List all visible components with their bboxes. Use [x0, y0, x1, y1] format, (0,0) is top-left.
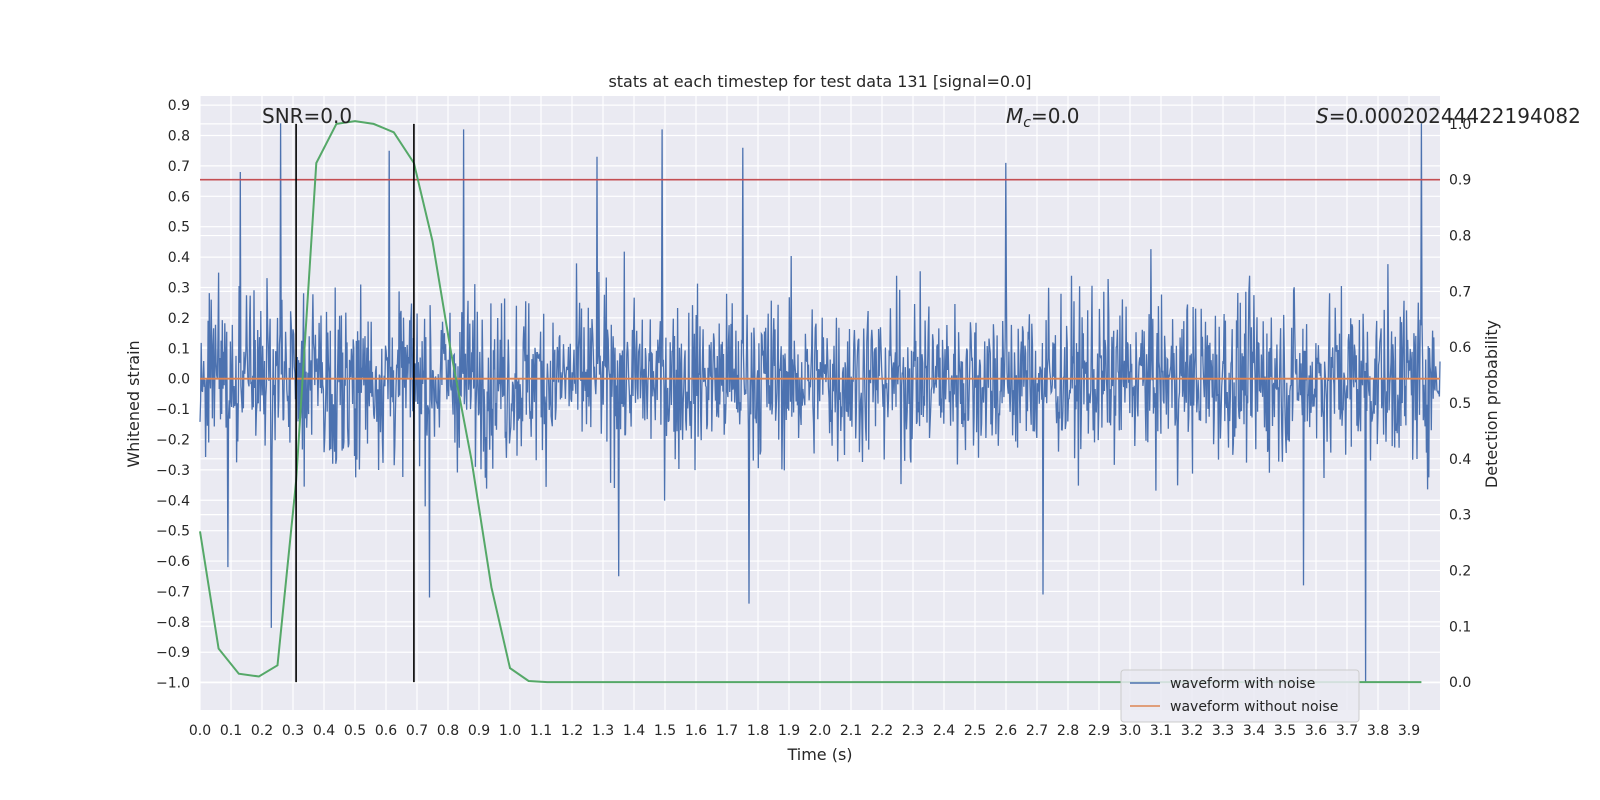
x-tick-label: 1.2 [561, 723, 583, 739]
annotation-s-symbol: S [1316, 104, 1329, 128]
x-tick-label: 1.5 [654, 723, 676, 739]
x-tick-label: 2.0 [809, 723, 831, 739]
x-axis-label: Time (s) [786, 745, 852, 764]
x-tick-label: 1.6 [685, 723, 707, 739]
x-tick-label: 1.0 [499, 723, 521, 739]
y2-tick-label: 0.5 [1449, 396, 1471, 412]
y2-tick-label: 0.7 [1449, 284, 1471, 300]
y2-tick-label: 0.6 [1449, 340, 1471, 356]
x-tick-label: 0.3 [282, 723, 304, 739]
x-tick-label: 3.6 [1305, 723, 1327, 739]
x-tick-label: 2.8 [1057, 723, 1079, 739]
x-axis-ticks: 0.0 0.1 0.2 0.3 0.4 0.5 0.6 0.7 0.8 0.9 1.0 1.1 1.2 1… [189, 723, 1420, 739]
line-detection-probability [199, 120, 1422, 684]
x-tick-label: 3.7 [1336, 723, 1358, 739]
x-tick-label: 2.1 [840, 723, 862, 739]
x-tick-label: 3.5 [1274, 723, 1296, 739]
x-tick-label: 3.0 [1119, 723, 1141, 739]
y2-axis-ticks: 1.0 0.9 0.8 0.7 0.6 0.5 0.4 0.3 0.2 0.1 0.0 [1449, 117, 1471, 691]
x-tick-label: 2.6 [995, 723, 1017, 739]
annotation-chirp-mass-symbol: M [1006, 104, 1023, 128]
y2-tick-label: 0.2 [1449, 563, 1471, 579]
y-tick-label: −1.0 [156, 676, 190, 692]
x-tick-label: 1.8 [747, 723, 769, 739]
annotation-s-value: =0.00020244422194082 [1329, 104, 1581, 128]
x-tick-label: 2.4 [933, 723, 955, 739]
x-tick-label: 0.5 [344, 723, 366, 739]
line-waveform-with-noise [199, 123, 1441, 683]
x-tick-label: 0.7 [406, 723, 428, 739]
x-tick-label: 1.3 [592, 723, 614, 739]
series-detection-probability [199, 120, 1422, 684]
y-axis-ticks: 0.9 0.8 0.7 0.6 0.5 0.4 0.3 0.2 0.1 0.0 −0.1 −0.2 −0… [156, 98, 190, 692]
annotation-chirp-mass: Mc=0.0 [1006, 104, 1080, 131]
y-tick-label: −0.1 [156, 402, 190, 418]
x-tick-label: 0.6 [375, 723, 397, 739]
y-tick-label: 0.8 [168, 129, 190, 145]
annotation-chirp-mass-value: =0.0 [1031, 104, 1080, 128]
x-tick-label: 0.1 [220, 723, 242, 739]
x-tick-label: 3.9 [1398, 723, 1420, 739]
chart-title: stats at each timestep for test data 131… [608, 72, 1031, 91]
y-tick-label: 0.2 [168, 311, 190, 327]
x-tick-label: 1.1 [530, 723, 552, 739]
y-tick-label: −0.7 [156, 584, 190, 600]
y-tick-label: 0.6 [168, 189, 190, 205]
legend-label-waveform-with-noise: waveform with noise [1170, 676, 1315, 692]
y-tick-label: −0.5 [156, 524, 190, 540]
x-tick-label: 3.2 [1181, 723, 1203, 739]
x-tick-label: 1.4 [623, 723, 645, 739]
x-tick-label: 0.0 [189, 723, 211, 739]
y-tick-label: 0.5 [168, 220, 190, 236]
y-tick-label: −0.6 [156, 554, 190, 570]
x-tick-label: 3.1 [1150, 723, 1172, 739]
legend-box [1120, 669, 1360, 723]
y2-tick-label: 0.8 [1449, 229, 1471, 245]
x-tick-label: 3.8 [1367, 723, 1389, 739]
x-tick-label: 2.5 [964, 723, 986, 739]
legend: waveform with noise waveform without noi… [1120, 669, 1360, 723]
x-tick-label: 2.2 [871, 723, 893, 739]
y-axis-label: Whitened strain [124, 340, 143, 467]
y-tick-label: 0.0 [168, 372, 190, 388]
x-tick-label: 0.2 [251, 723, 273, 739]
y-tick-label: −0.3 [156, 463, 190, 479]
y-tick-label: 0.4 [168, 250, 190, 266]
grid [199, 96, 1440, 710]
y-tick-label: 0.3 [168, 280, 190, 296]
y-tick-label: −0.4 [156, 493, 190, 509]
y2-tick-label: 0.0 [1449, 675, 1471, 691]
y-tick-label: 0.9 [168, 98, 190, 114]
annotation-chirp-mass-subscript: c [1023, 115, 1031, 131]
y2-tick-label: 1.0 [1449, 117, 1471, 133]
x-tick-label: 2.7 [1026, 723, 1048, 739]
x-tick-label: 1.9 [778, 723, 800, 739]
annotation-s: S=0.00020244422194082 [1316, 104, 1581, 128]
x-tick-label: 3.4 [1243, 723, 1265, 739]
y2-tick-label: 0.3 [1449, 508, 1471, 524]
vertical-markers [295, 123, 415, 683]
x-tick-label: 2.9 [1088, 723, 1110, 739]
y-tick-label: −0.9 [156, 645, 190, 661]
y2-axis-label: Detection probability [1482, 320, 1501, 488]
y2-tick-label: 0.9 [1449, 173, 1471, 189]
y-tick-label: −0.8 [156, 615, 190, 631]
y2-tick-label: 0.4 [1449, 452, 1471, 468]
series-waveform-with-noise [199, 123, 1441, 683]
x-tick-label: 3.3 [1212, 723, 1234, 739]
y2-tick-label: 0.1 [1449, 619, 1471, 635]
x-tick-label: 0.4 [313, 723, 335, 739]
y-tick-label: 0.1 [168, 341, 190, 357]
annotation-snr: SNR=0.0 [262, 104, 352, 128]
x-tick-label: 0.9 [468, 723, 490, 739]
y-tick-label: 0.7 [168, 159, 190, 175]
x-tick-label: 0.8 [437, 723, 459, 739]
x-tick-label: 1.7 [716, 723, 738, 739]
y-tick-label: −0.2 [156, 432, 190, 448]
legend-label-waveform-without-noise: waveform without noise [1170, 699, 1338, 715]
x-tick-label: 2.3 [902, 723, 924, 739]
